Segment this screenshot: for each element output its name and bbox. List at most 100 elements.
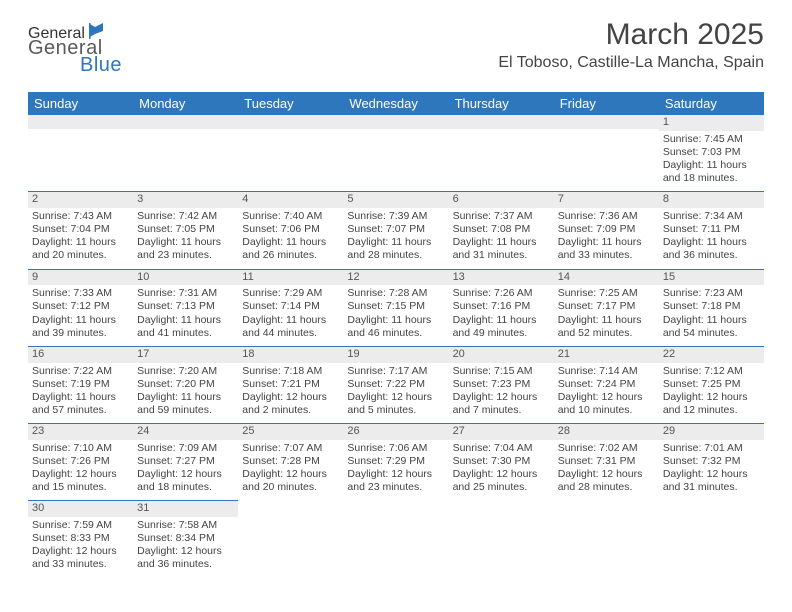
sunset-line: Sunset: 7:18 PM <box>663 300 760 313</box>
sunset-line: Sunset: 7:03 PM <box>663 146 760 159</box>
day-body: Sunrise: 7:22 AMSunset: 7:19 PMDaylight:… <box>28 363 133 424</box>
day-body: Sunrise: 7:12 AMSunset: 7:25 PMDaylight:… <box>659 363 764 424</box>
day-number: 26 <box>343 424 448 440</box>
calendar-cell: 18Sunrise: 7:18 AMSunset: 7:21 PMDayligh… <box>238 346 343 423</box>
sunrise-line: Sunrise: 7:40 AM <box>242 210 339 223</box>
day-number: 14 <box>554 270 659 286</box>
daylight-line: Daylight: 12 hours and 5 minutes. <box>347 391 444 417</box>
daylight-line: Daylight: 11 hours and 49 minutes. <box>453 314 550 340</box>
sunrise-line: Sunrise: 7:58 AM <box>137 519 234 532</box>
calendar-row: 9Sunrise: 7:33 AMSunset: 7:12 PMDaylight… <box>28 269 764 346</box>
day-body: Sunrise: 7:18 AMSunset: 7:21 PMDaylight:… <box>238 363 343 424</box>
day-body: Sunrise: 7:39 AMSunset: 7:07 PMDaylight:… <box>343 208 448 269</box>
day-body: Sunrise: 7:29 AMSunset: 7:14 PMDaylight:… <box>238 285 343 346</box>
sunset-line: Sunset: 7:13 PM <box>137 300 234 313</box>
calendar-cell: 28Sunrise: 7:02 AMSunset: 7:31 PMDayligh… <box>554 423 659 500</box>
day-number: 20 <box>449 347 554 363</box>
sunrise-line: Sunrise: 7:18 AM <box>242 365 339 378</box>
daylight-line: Daylight: 12 hours and 31 minutes. <box>663 468 760 494</box>
weekday-header: Tuesday <box>238 92 343 115</box>
sunrise-line: Sunrise: 7:25 AM <box>558 287 655 300</box>
day-number: 21 <box>554 347 659 363</box>
day-number: 11 <box>238 270 343 286</box>
daylight-line: Daylight: 12 hours and 36 minutes. <box>137 545 234 571</box>
calendar-cell <box>554 115 659 191</box>
sunrise-line: Sunrise: 7:42 AM <box>137 210 234 223</box>
day-number: 24 <box>133 424 238 440</box>
daylight-line: Daylight: 11 hours and 41 minutes. <box>137 314 234 340</box>
sunrise-line: Sunrise: 7:31 AM <box>137 287 234 300</box>
sunset-line: Sunset: 7:05 PM <box>137 223 234 236</box>
calendar-row: 1Sunrise: 7:45 AMSunset: 7:03 PMDaylight… <box>28 115 764 191</box>
calendar-cell: 5Sunrise: 7:39 AMSunset: 7:07 PMDaylight… <box>343 191 448 268</box>
day-body: Sunrise: 7:10 AMSunset: 7:26 PMDaylight:… <box>28 440 133 501</box>
daylight-line: Daylight: 11 hours and 20 minutes. <box>32 236 129 262</box>
day-body: Sunrise: 7:23 AMSunset: 7:18 PMDaylight:… <box>659 285 764 346</box>
day-number: 8 <box>659 192 764 208</box>
sunset-line: Sunset: 7:26 PM <box>32 455 129 468</box>
daylight-line: Daylight: 12 hours and 7 minutes. <box>453 391 550 417</box>
weekday-header: Sunday <box>28 92 133 115</box>
calendar-cell: 1Sunrise: 7:45 AMSunset: 7:03 PMDaylight… <box>659 115 764 191</box>
daylight-line: Daylight: 11 hours and 36 minutes. <box>663 236 760 262</box>
daylight-line: Daylight: 11 hours and 18 minutes. <box>663 159 760 185</box>
day-number: 16 <box>28 347 133 363</box>
sunset-line: Sunset: 7:25 PM <box>663 378 760 391</box>
calendar-row: 30Sunrise: 7:59 AMSunset: 8:33 PMDayligh… <box>28 500 764 577</box>
sunrise-line: Sunrise: 7:14 AM <box>558 365 655 378</box>
sunrise-line: Sunrise: 7:33 AM <box>32 287 129 300</box>
daylight-line: Daylight: 12 hours and 12 minutes. <box>663 391 760 417</box>
calendar-cell <box>133 115 238 191</box>
sunrise-line: Sunrise: 7:37 AM <box>453 210 550 223</box>
sunrise-line: Sunrise: 7:59 AM <box>32 519 129 532</box>
calendar-cell: 6Sunrise: 7:37 AMSunset: 7:08 PMDaylight… <box>449 191 554 268</box>
day-body: Sunrise: 7:58 AMSunset: 8:34 PMDaylight:… <box>133 517 238 578</box>
day-body: Sunrise: 7:06 AMSunset: 7:29 PMDaylight:… <box>343 440 448 501</box>
daylight-line: Daylight: 11 hours and 57 minutes. <box>32 391 129 417</box>
month-title: March 2025 <box>498 18 764 52</box>
calendar-cell: 23Sunrise: 7:10 AMSunset: 7:26 PMDayligh… <box>28 423 133 500</box>
day-body: Sunrise: 7:01 AMSunset: 7:32 PMDaylight:… <box>659 440 764 501</box>
calendar-cell: 17Sunrise: 7:20 AMSunset: 7:20 PMDayligh… <box>133 346 238 423</box>
sunrise-line: Sunrise: 7:26 AM <box>453 287 550 300</box>
sunset-line: Sunset: 7:11 PM <box>663 223 760 236</box>
calendar-cell: 8 Sunrise: 7:34 AMSunset: 7:11 PMDaylight… <box>659 191 764 268</box>
day-number: 6 <box>449 192 554 208</box>
sunrise-line: Sunrise: 7:36 AM <box>558 210 655 223</box>
weekday-header: Saturday <box>659 92 764 115</box>
day-number: 27 <box>449 424 554 440</box>
sunset-line: Sunset: 7:28 PM <box>242 455 339 468</box>
weekday-header: Friday <box>554 92 659 115</box>
calendar-cell: 29Sunrise: 7:01 AMSunset: 7:32 PMDayligh… <box>659 423 764 500</box>
day-body: Sunrise: 7:43 AMSunset: 7:04 PMDaylight:… <box>28 208 133 269</box>
sunset-line: Sunset: 7:09 PM <box>558 223 655 236</box>
day-number: 12 <box>343 270 448 286</box>
calendar-cell <box>238 500 343 577</box>
sunrise-line: Sunrise: 7:34 AM <box>663 210 760 223</box>
calendar-cell: 24Sunrise: 7:09 AMSunset: 7:27 PMDayligh… <box>133 423 238 500</box>
daylight-line: Daylight: 11 hours and 44 minutes. <box>242 314 339 340</box>
day-body: Sunrise: 7:42 AMSunset: 7:05 PMDaylight:… <box>133 208 238 269</box>
calendar-cell: 16Sunrise: 7:22 AMSunset: 7:19 PMDayligh… <box>28 346 133 423</box>
calendar-cell <box>554 500 659 577</box>
calendar-cell: 10Sunrise: 7:31 AMSunset: 7:13 PMDayligh… <box>133 269 238 346</box>
day-number: 18 <box>238 347 343 363</box>
day-number: 15 <box>659 270 764 286</box>
calendar-cell <box>449 500 554 577</box>
sunset-line: Sunset: 7:19 PM <box>32 378 129 391</box>
calendar-cell: 19Sunrise: 7:17 AMSunset: 7:22 PMDayligh… <box>343 346 448 423</box>
sunset-line: Sunset: 7:24 PM <box>558 378 655 391</box>
daylight-line: Daylight: 12 hours and 10 minutes. <box>558 391 655 417</box>
day-number: 7 <box>554 192 659 208</box>
sunrise-line: Sunrise: 7:22 AM <box>32 365 129 378</box>
day-body: Sunrise: 7:31 AMSunset: 7:13 PMDaylight:… <box>133 285 238 346</box>
day-number: 29 <box>659 424 764 440</box>
calendar-cell: 25Sunrise: 7:07 AMSunset: 7:28 PMDayligh… <box>238 423 343 500</box>
day-number: 25 <box>238 424 343 440</box>
day-number: 2 <box>28 192 133 208</box>
daylight-line: Daylight: 11 hours and 26 minutes. <box>242 236 339 262</box>
calendar-cell: 15Sunrise: 7:23 AMSunset: 7:18 PMDayligh… <box>659 269 764 346</box>
sunset-line: Sunset: 7:20 PM <box>137 378 234 391</box>
calendar-cell: 12Sunrise: 7:28 AMSunset: 7:15 PMDayligh… <box>343 269 448 346</box>
calendar-row: 2Sunrise: 7:43 AMSunset: 7:04 PMDaylight… <box>28 191 764 268</box>
